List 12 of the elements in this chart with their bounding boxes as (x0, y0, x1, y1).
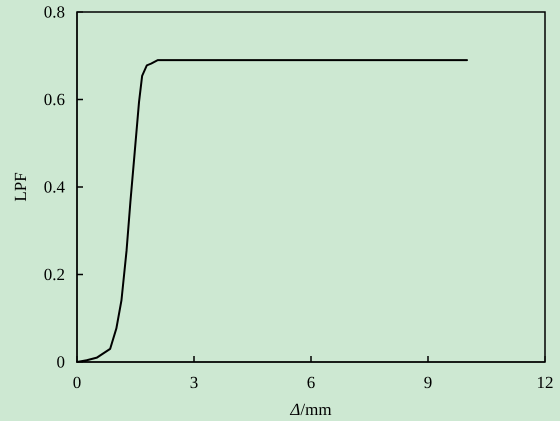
x-axis-title: Δ/mm (289, 400, 332, 419)
x-tick-label: 0 (72, 373, 82, 392)
x-tick-label: 3 (190, 373, 198, 392)
y-tick-label: 0.6 (44, 90, 65, 109)
x-tick-label: 9 (424, 373, 432, 392)
y-tick-label: 0.2 (44, 264, 65, 284)
y-tick-label: 0 (56, 352, 65, 372)
y-axis-title: LPF (11, 172, 30, 202)
x-tick-label: 6 (306, 373, 316, 392)
x-tick-label: 12 (536, 373, 554, 392)
y-tick-label: 0.8 (44, 2, 65, 22)
y-tick-label: 0.4 (44, 177, 66, 196)
